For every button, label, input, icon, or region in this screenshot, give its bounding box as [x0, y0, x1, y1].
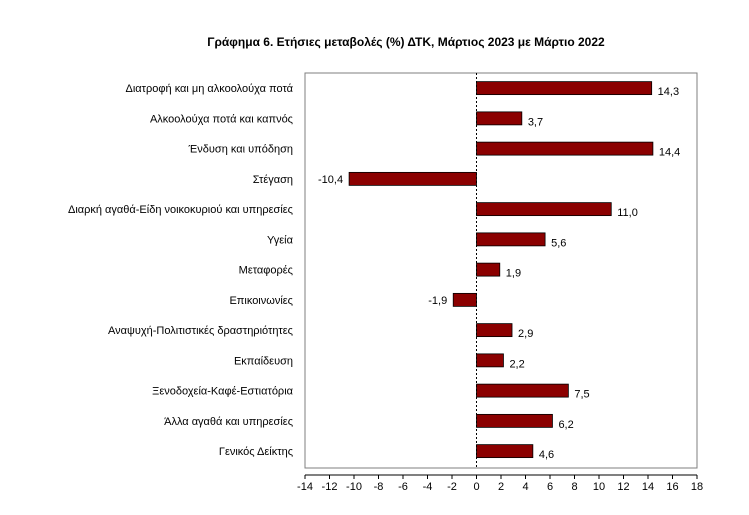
data-label: 2,9 — [518, 328, 533, 340]
data-label: 6,2 — [558, 419, 573, 431]
x-tick-label: 12 — [617, 481, 629, 493]
category-label: Αλκοολούχα ποτά και καπνός — [150, 113, 293, 125]
category-label: Άλλα αγαθά και υπηρεσίες — [164, 416, 293, 428]
category-label: Διαρκή αγαθά-Είδη νοικοκυριού και υπηρεσ… — [68, 204, 293, 216]
bar — [348, 171, 477, 186]
category-label: Γενικός Δείκτης — [219, 446, 293, 458]
x-tick-label: 0 — [473, 481, 479, 493]
category-label: Μεταφορές — [239, 265, 293, 277]
data-label: 14,4 — [659, 147, 680, 159]
x-tick-label: -10 — [346, 481, 362, 493]
x-tick-label: -4 — [423, 481, 433, 493]
category-label: Εκπαίδευση — [234, 355, 293, 367]
x-tick-label: 8 — [571, 481, 577, 493]
category-labels: Διατροφή και μη αλκοολούχα ποτά Αλκοολούχ… — [68, 83, 294, 458]
category-label: Διατροφή και μη αλκοολούχα ποτά — [126, 83, 294, 95]
data-label: 14,3 — [658, 86, 679, 98]
bar — [476, 413, 553, 428]
x-tick-label: 6 — [547, 481, 553, 493]
category-label: Αναψυχή-Πολιτιστικές δραστηριότητες — [108, 325, 293, 337]
data-label: 1,9 — [506, 268, 521, 280]
category-label: Επικοινωνίες — [229, 295, 293, 307]
bar — [476, 111, 523, 126]
data-label: -10,4 — [318, 174, 343, 186]
x-axis: -14 -12 -10 -8 -6 -4 -2 0 2 4 6 8 10 12 14 16 18 — [297, 73, 703, 493]
category-label: Υγεία — [267, 234, 294, 246]
data-label: -1,9 — [428, 295, 447, 307]
bar — [476, 81, 653, 96]
data-label: 2,2 — [509, 358, 524, 370]
data-label: 7,5 — [574, 389, 589, 401]
x-tick-label: 14 — [642, 481, 654, 493]
x-tick-label: 2 — [498, 481, 504, 493]
data-label: 11,0 — [617, 207, 638, 219]
category-label: Στέγαση — [253, 174, 293, 186]
bar — [452, 292, 477, 307]
plot-area — [304, 72, 698, 469]
x-tick-label: -12 — [322, 481, 338, 493]
data-label: 3,7 — [528, 116, 543, 128]
bar — [476, 262, 501, 277]
data-labels: 14,3 3,7 14,4 -10,4 11,0 5,6 1,9 -1,9 2,9 2,2 7,5 6… — [318, 86, 680, 461]
bar — [476, 141, 654, 156]
bar — [476, 232, 546, 247]
bar — [476, 353, 504, 368]
x-tick-label: -14 — [297, 481, 313, 493]
category-label: Ξενοδοχεία-Καφέ-Εστιατόρια — [152, 386, 293, 398]
data-label: 4,6 — [539, 449, 554, 461]
bar — [476, 202, 612, 217]
bar — [476, 383, 569, 398]
chart-title: Γράφημα 6. Ετήσιες μεταβολές (%) ΔΤΚ, Μά… — [207, 35, 605, 49]
category-label: Ένδυση και υπόδηση — [188, 144, 293, 156]
x-tick-label: -2 — [447, 481, 457, 493]
x-tick-label: 4 — [522, 481, 528, 493]
bar — [476, 444, 534, 459]
x-tick-label: -8 — [374, 481, 384, 493]
x-tick-label: 16 — [666, 481, 678, 493]
x-tick-label: 10 — [593, 481, 605, 493]
data-label: 5,6 — [551, 237, 566, 249]
x-tick-label: 18 — [691, 481, 703, 493]
x-tick-label: -6 — [398, 481, 408, 493]
bar — [476, 323, 513, 338]
